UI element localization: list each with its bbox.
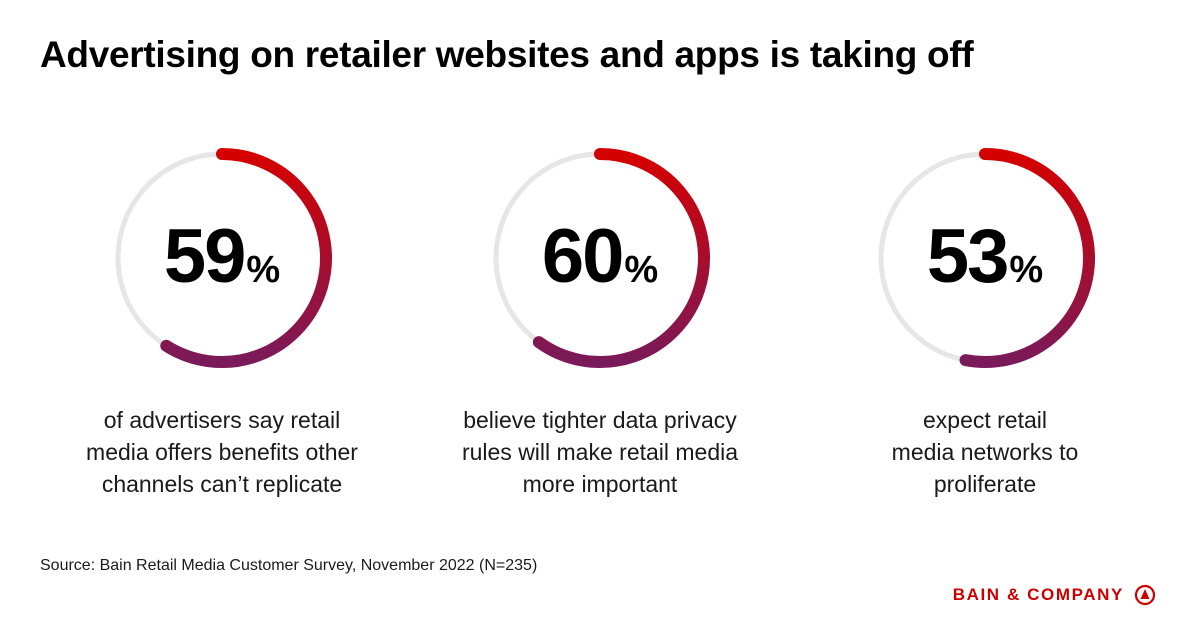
stat-card-3: 53% expect retail media networks to prol… — [805, 140, 1165, 500]
caption-line: of advertisers say retail — [103, 407, 341, 433]
caption-line: more important — [522, 471, 678, 497]
brand-logo: BAIN & COMPANY — [953, 584, 1156, 606]
stat-number-1: 59 — [163, 214, 247, 299]
caption-line: media offers benefits other — [86, 439, 358, 465]
caption-line: media networks to — [891, 439, 1079, 465]
donut-value-arc — [959, 148, 1095, 368]
donut-value-arc — [532, 148, 710, 368]
stat-unit-2: % — [624, 249, 659, 291]
caption-line: rules will make retail media — [461, 439, 739, 465]
source-note: Source: Bain Retail Media Customer Surve… — [40, 557, 538, 574]
donut-value-arc — [160, 148, 332, 368]
caption-line: proliferate — [933, 471, 1037, 497]
donut-2 — [493, 148, 710, 368]
stat-caption-1: of advertisers say retail media offers b… — [42, 404, 402, 500]
stat-card-2: 60% believe tighter data privacy rules w… — [420, 140, 780, 500]
stat-value-1: 59% — [42, 212, 402, 323]
bain-logo-icon — [1134, 584, 1156, 606]
stat-caption-2: believe tighter data privacy rules will … — [420, 404, 780, 500]
caption-line: believe tighter data privacy — [463, 407, 737, 433]
stat-value-3: 53% — [805, 212, 1165, 323]
chart-title: Advertising on retailer websites and app… — [40, 34, 974, 75]
brand-name: BAIN & COMPANY — [952, 585, 1124, 604]
stat-unit-3: % — [1009, 249, 1044, 291]
stat-number-2: 60 — [541, 214, 625, 299]
donut-1 — [115, 148, 332, 368]
caption-line: expect retail — [922, 407, 1047, 433]
donut-3 — [878, 148, 1095, 368]
caption-line: channels can’t replicate — [101, 471, 343, 497]
stat-value-2: 60% — [420, 212, 780, 323]
stat-card-1: 59% of advertisers say retail media offe… — [42, 140, 402, 500]
stat-unit-1: % — [246, 249, 281, 291]
stat-number-3: 53 — [926, 214, 1010, 299]
stat-caption-3: expect retail media networks to prolifer… — [805, 404, 1165, 500]
